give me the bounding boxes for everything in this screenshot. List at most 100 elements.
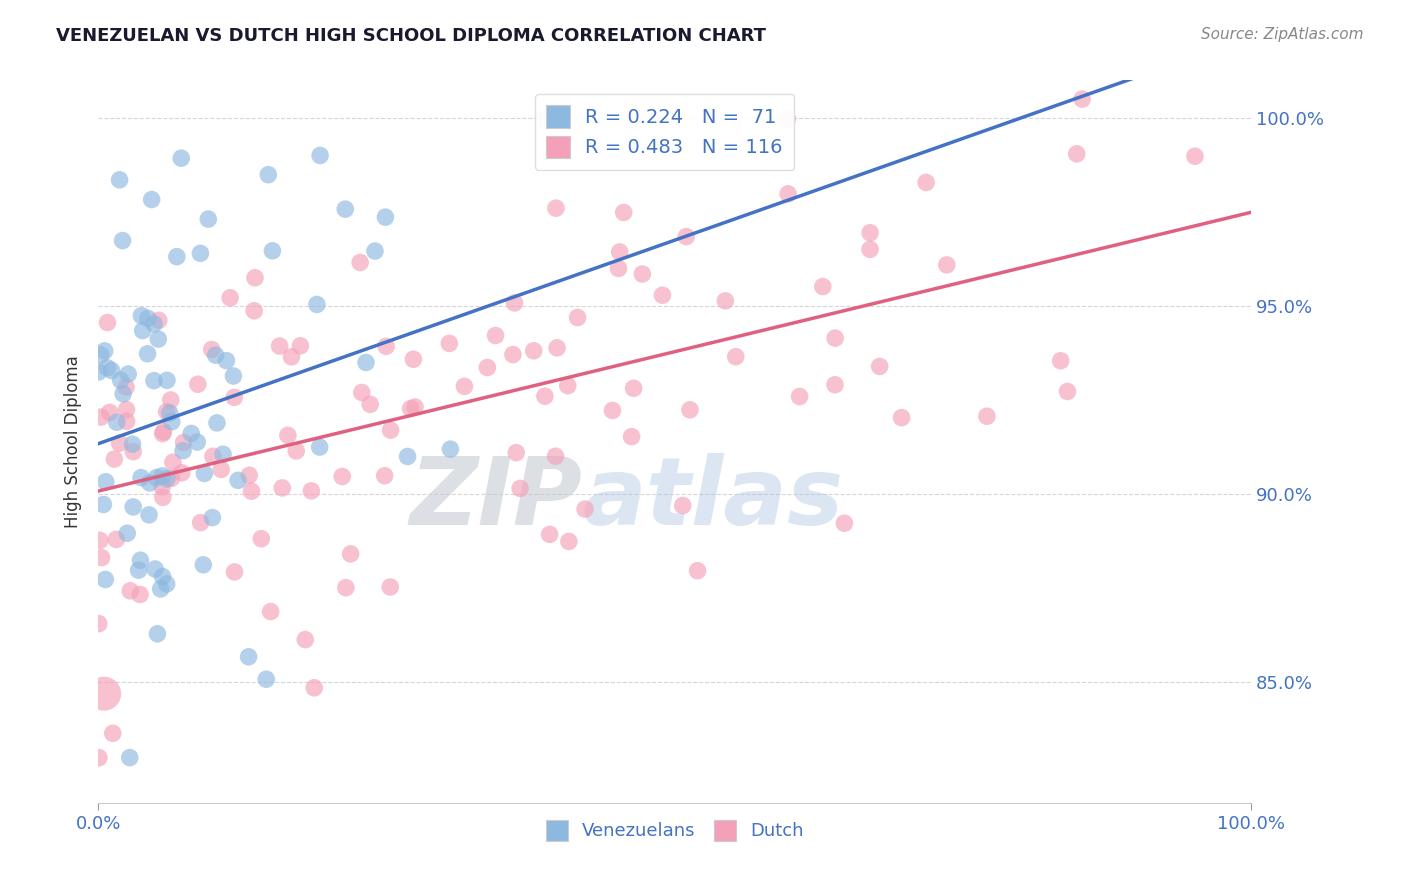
Point: [209, 462, 232, 476]
Point: [159, 406, 181, 420]
Point: [533, 112, 555, 127]
Point: [93, 498, 115, 512]
Point: [215, 353, 238, 368]
Point: [115, 380, 138, 394]
Point: [87, 365, 110, 379]
Point: [204, 348, 226, 362]
Text: VENEZUELAN VS DUTCH HIGH SCHOOL DIPLOMA CORRELATION CHART: VENEZUELAN VS DUTCH HIGH SCHOOL DIPLOMA …: [56, 27, 766, 45]
Point: [98, 405, 121, 419]
Point: [260, 605, 283, 619]
Point: [380, 423, 402, 437]
Point: [89, 533, 111, 548]
Point: [96, 316, 118, 330]
Point: [141, 193, 163, 207]
Point: [142, 374, 165, 388]
Point: [156, 577, 179, 591]
Point: [308, 440, 330, 454]
Point: [156, 472, 179, 486]
Point: [477, 360, 499, 375]
Point: [93, 343, 115, 358]
Point: [148, 313, 170, 327]
Point: [675, 229, 697, 244]
Point: [567, 310, 589, 325]
Point: [544, 450, 567, 464]
Point: [724, 350, 747, 364]
Point: [156, 373, 179, 387]
Point: [364, 244, 387, 258]
Point: [1066, 146, 1088, 161]
Point: [609, 244, 631, 259]
Point: [152, 426, 174, 441]
Point: [129, 553, 152, 567]
Point: [375, 339, 398, 353]
Point: [226, 474, 249, 488]
Point: [404, 400, 426, 414]
Point: [1071, 92, 1094, 106]
Point: [146, 627, 169, 641]
Point: [544, 201, 567, 215]
Point: [250, 532, 273, 546]
Point: [789, 390, 811, 404]
Point: [166, 250, 188, 264]
Point: [160, 415, 183, 429]
Point: [1056, 384, 1078, 399]
Point: [187, 377, 209, 392]
Point: [509, 482, 531, 496]
Point: [602, 403, 624, 417]
Point: [180, 426, 202, 441]
Point: [374, 468, 396, 483]
Point: [190, 246, 212, 260]
Point: [271, 481, 294, 495]
Point: [679, 402, 702, 417]
Point: [309, 148, 332, 162]
Text: atlas: atlas: [582, 453, 844, 545]
Point: [484, 328, 506, 343]
Point: [262, 244, 284, 258]
Point: [110, 373, 132, 387]
Point: [302, 681, 325, 695]
Point: [240, 484, 263, 499]
Point: [574, 502, 596, 516]
Point: [335, 581, 357, 595]
Point: [538, 527, 561, 541]
Point: [149, 582, 172, 596]
Point: [503, 296, 526, 310]
Point: [1049, 353, 1071, 368]
Point: [285, 444, 308, 458]
Point: [546, 341, 568, 355]
Point: [243, 270, 266, 285]
Point: [159, 392, 181, 407]
Point: [160, 471, 183, 485]
Point: [915, 176, 938, 190]
Point: [120, 583, 142, 598]
Point: [399, 401, 422, 416]
Point: [778, 186, 800, 201]
Point: [523, 343, 546, 358]
Point: [935, 258, 957, 272]
Point: [170, 466, 193, 480]
Point: [131, 309, 153, 323]
Point: [869, 359, 891, 374]
Point: [201, 450, 224, 464]
Point: [277, 428, 299, 442]
Text: ZIP: ZIP: [409, 453, 582, 545]
Point: [290, 339, 312, 353]
Point: [115, 414, 138, 428]
Point: [299, 483, 322, 498]
Point: [150, 480, 173, 494]
Point: [453, 379, 475, 393]
Point: [859, 226, 882, 240]
Point: [122, 444, 145, 458]
Point: [131, 324, 153, 338]
Point: [824, 331, 846, 345]
Point: [623, 381, 645, 395]
Point: [339, 547, 361, 561]
Point: [672, 499, 695, 513]
Point: [152, 569, 174, 583]
Point: [534, 389, 557, 403]
Point: [94, 475, 117, 489]
Point: [94, 573, 117, 587]
Point: [152, 490, 174, 504]
Point: [173, 435, 195, 450]
Point: [620, 430, 643, 444]
